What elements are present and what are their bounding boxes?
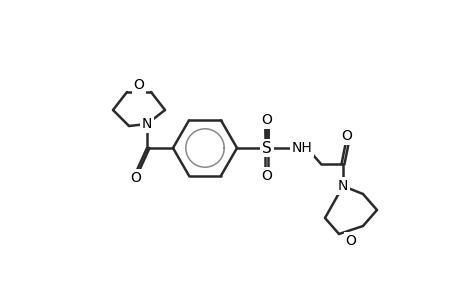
- Text: NH: NH: [291, 141, 312, 155]
- Text: N: N: [141, 117, 152, 131]
- Text: N: N: [337, 179, 347, 193]
- Text: O: O: [261, 113, 272, 127]
- Text: O: O: [345, 234, 356, 248]
- Text: S: S: [262, 140, 271, 155]
- Text: O: O: [130, 171, 141, 185]
- Text: O: O: [341, 129, 352, 143]
- Text: O: O: [133, 78, 144, 92]
- Text: O: O: [261, 169, 272, 183]
